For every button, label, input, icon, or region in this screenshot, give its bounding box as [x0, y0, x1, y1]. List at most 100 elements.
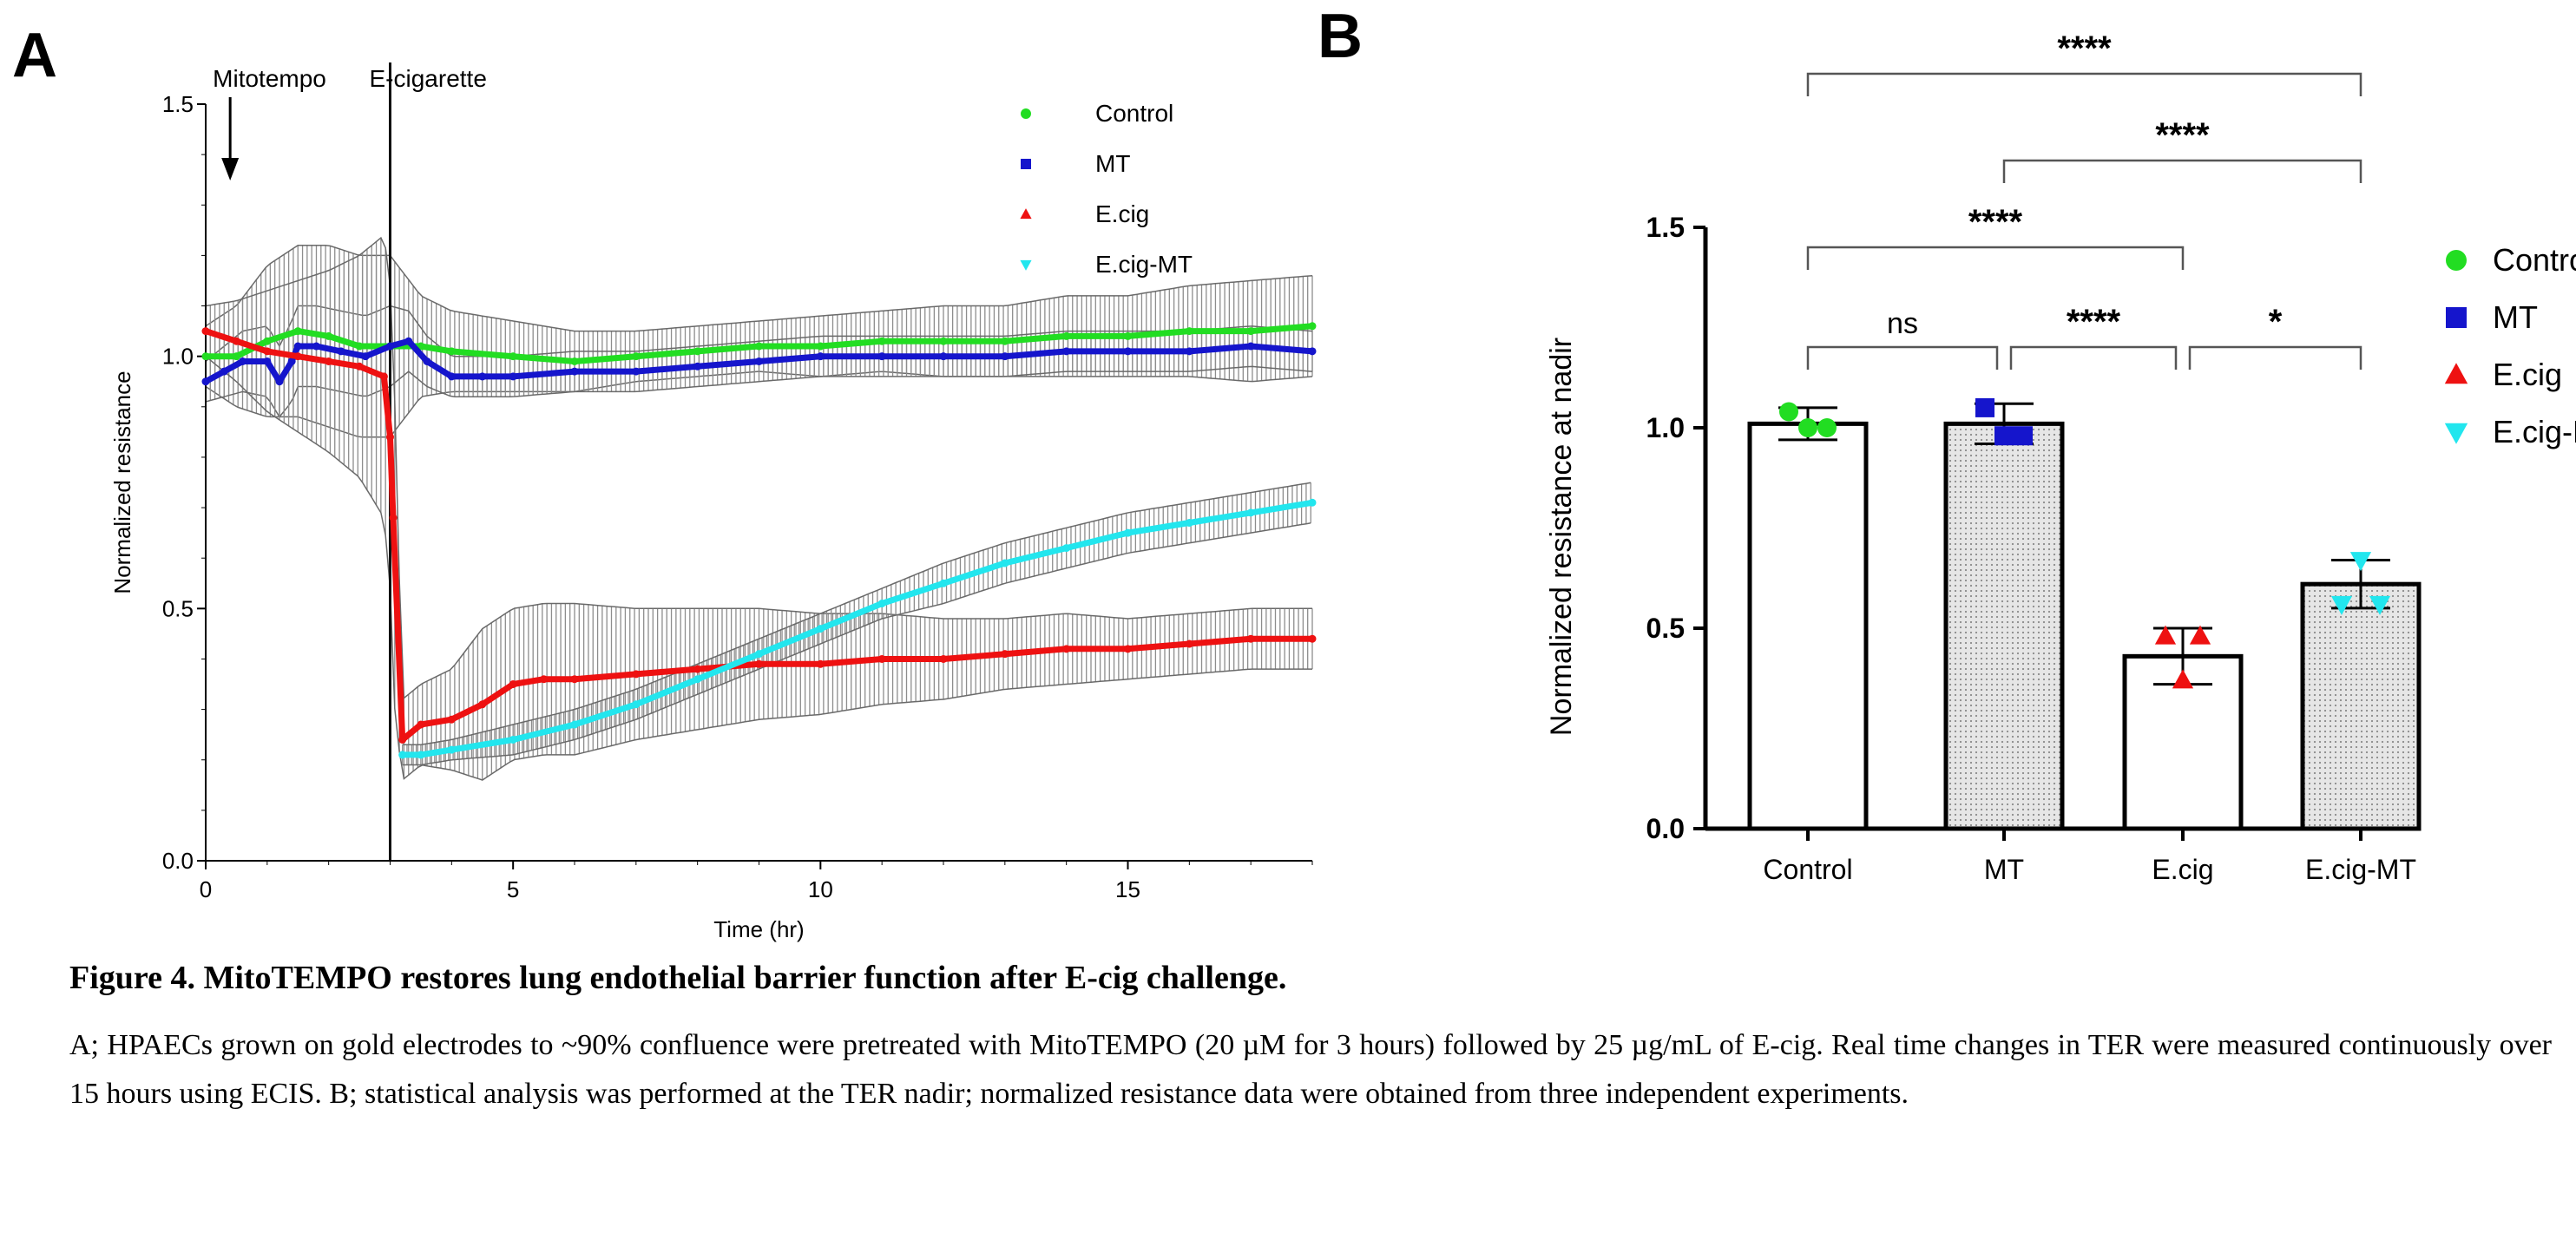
- data-point-mt: [312, 342, 320, 351]
- data-point-control: [201, 352, 210, 361]
- legend-marker-e-cig-mt: [1020, 259, 1032, 271]
- caption-title: Figure 4. MitoTEMPO restores lung endoth…: [69, 960, 1287, 996]
- data-point-e-cig-mt: [570, 720, 579, 729]
- bar-e-cig-mt: [2300, 581, 2422, 831]
- replicate-point-mt: [1994, 426, 2014, 446]
- panel-b-legend: Control MT E.cig E.cig-MT: [2444, 242, 2576, 449]
- data-point-mt: [693, 362, 702, 371]
- data-point-mt: [275, 377, 284, 386]
- data-point-e-cig: [201, 327, 210, 336]
- x-tick-label: 5: [507, 876, 519, 902]
- panel-b-bar-chart: Control MT E.cig E.cig-MT 0.0 0.5 1.0 1.5 Normal…: [1545, 30, 2576, 885]
- data-point-control: [355, 342, 364, 351]
- legend-marker-mt: [1021, 159, 1031, 169]
- panel-a-legend: Control MT E.cig E.cig-MT: [1020, 100, 1193, 278]
- data-point-control: [570, 357, 579, 365]
- data-point-mt: [447, 372, 456, 381]
- data-point-e-cig-mt: [509, 735, 517, 744]
- data-point-e-cig-mt: [1001, 559, 1009, 567]
- data-point-e-cig-mt: [632, 700, 641, 709]
- category-label-e-cig-mt: E.cig-MT: [2305, 854, 2416, 885]
- comparison-bracket: ****: [2009, 303, 2178, 370]
- data-point-e-cig: [570, 675, 579, 684]
- data-point-e-cig: [478, 700, 487, 709]
- data-point-control: [1062, 331, 1071, 340]
- figure-caption: Figure 4. MitoTEMPO restores lung endoth…: [69, 959, 2552, 1118]
- data-point-mt: [404, 337, 413, 345]
- data-point-mt: [755, 357, 763, 365]
- x-tick-label: 0: [200, 876, 212, 902]
- significance-label: ****: [2155, 116, 2210, 154]
- series-line-e-cig: [204, 328, 1312, 743]
- data-point-e-cig-mt: [398, 751, 407, 759]
- data-point-mt: [632, 367, 641, 376]
- data-point-mt: [220, 367, 228, 376]
- bracket-line: [2009, 345, 2178, 370]
- data-point-e-cig: [816, 659, 825, 668]
- comparison-bracket: ns: [1806, 307, 1999, 370]
- data-point-e-cig: [398, 735, 407, 744]
- data-point-e-cig: [325, 357, 333, 365]
- bracket-line: [2188, 345, 2362, 370]
- significance-label: ****: [2057, 30, 2112, 68]
- series-mt: [201, 337, 1317, 386]
- mitotempo-arrow-head: [221, 158, 240, 180]
- data-point-mt: [423, 357, 431, 365]
- significance-label: *: [2269, 303, 2283, 341]
- replicate-point-e-cig-mt: [2330, 595, 2353, 615]
- data-point-e-cig: [540, 675, 549, 684]
- data-point-control: [816, 342, 825, 351]
- data-point-mt: [1246, 342, 1255, 351]
- data-point-mt: [509, 372, 517, 381]
- data-point-control: [509, 352, 517, 361]
- replicate-point-e-cig: [2189, 625, 2211, 645]
- replicate-point-e-cig: [2172, 669, 2194, 689]
- replicate-point-control: [1817, 418, 1837, 437]
- legend-label: E.cig: [2493, 357, 2562, 392]
- data-point-control: [232, 352, 240, 361]
- replicate-point-control: [1779, 402, 1798, 422]
- data-point-mt: [1001, 352, 1009, 361]
- significance-label: ****: [1968, 203, 2023, 241]
- y-tick-label: 0.5: [1646, 613, 1685, 644]
- legend-marker-e-cig: [2444, 363, 2468, 384]
- legend-label: E.cig-MT: [1095, 251, 1193, 278]
- data-point-e-cig-mt: [877, 600, 886, 608]
- mitotempo-annotation: Mitotempo: [213, 65, 326, 92]
- data-point-control: [1185, 327, 1193, 336]
- data-point-e-cig: [509, 680, 517, 689]
- data-point-control: [293, 327, 302, 336]
- data-point-e-cig: [232, 337, 240, 345]
- bracket-line: [1806, 246, 2185, 270]
- data-point-mt: [386, 342, 394, 351]
- data-point-e-cig: [293, 352, 302, 361]
- y-tick-label: 0.0: [162, 848, 194, 874]
- replicate-point-control: [1798, 418, 1817, 437]
- data-point-e-cig-mt: [1185, 519, 1193, 528]
- data-point-e-cig: [1124, 645, 1132, 653]
- data-point-mt: [239, 357, 246, 365]
- data-point-e-cig: [939, 654, 948, 663]
- category-label-mt: MT: [1984, 854, 2024, 885]
- y-axis-label: Normalized resistance: [109, 371, 135, 594]
- comparison-bracket: ****: [1806, 203, 2185, 270]
- legend-label: Control: [1095, 100, 1173, 127]
- y-tick-label: 1.5: [162, 91, 194, 117]
- data-point-mt: [478, 372, 487, 381]
- panel-a-timecourse-chart: 0.0 0.5 1.0 1.5 0 5 10 15 Time (hr) Normalized re…: [109, 62, 1317, 942]
- data-point-e-cig-mt: [939, 579, 948, 587]
- data-point-control: [877, 337, 886, 345]
- legend-marker-mt: [2446, 307, 2467, 328]
- bar-mt: [1943, 421, 2065, 831]
- significance-label: ****: [2067, 303, 2121, 341]
- data-point-control: [325, 331, 333, 340]
- legend-marker-control: [1021, 108, 1031, 119]
- series-e-cig: [201, 327, 1317, 744]
- legend-label: MT: [2493, 299, 2538, 335]
- data-point-e-cig: [379, 372, 388, 381]
- data-point-control: [447, 347, 456, 356]
- legend-label: E.cig: [1095, 200, 1149, 227]
- panel-a-letter: A: [12, 21, 57, 90]
- comparison-bracket: *: [2188, 303, 2362, 370]
